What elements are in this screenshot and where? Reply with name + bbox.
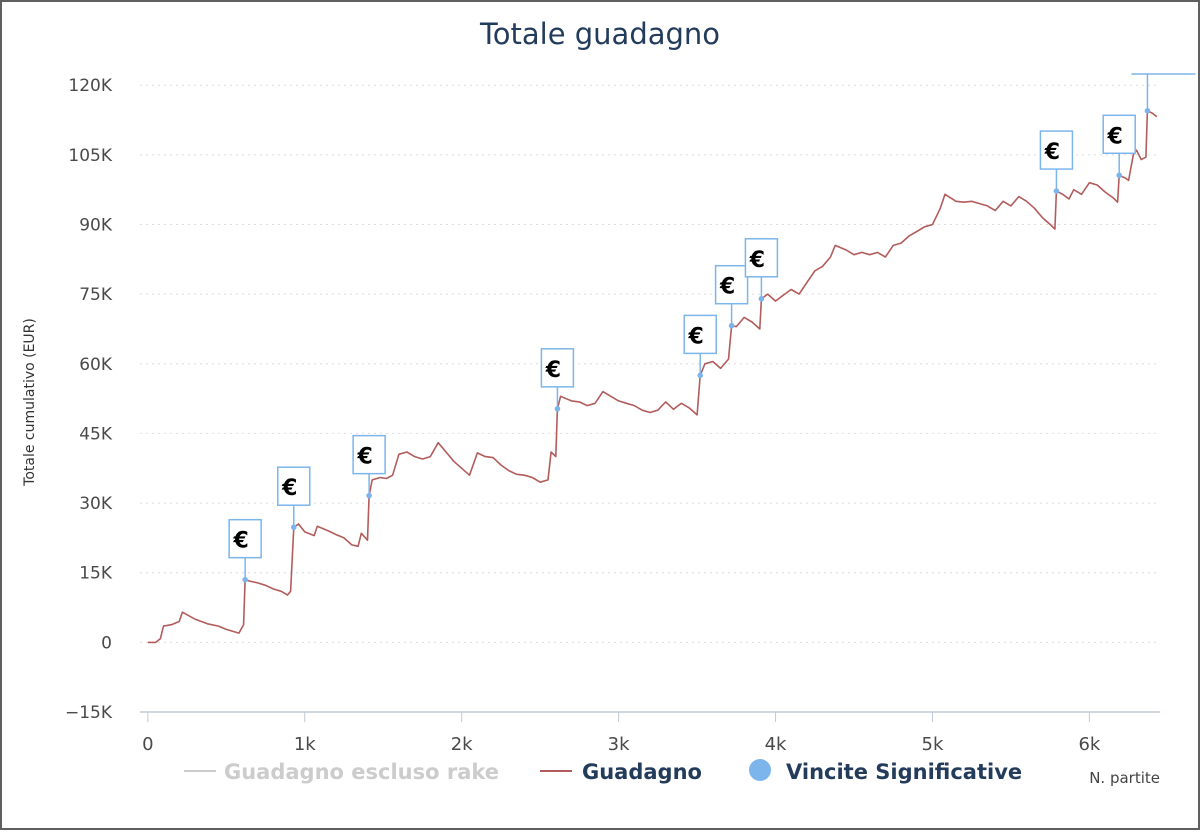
legend-item-guadagno[interactable]: Guadagno (540, 760, 702, 784)
y-tick-label: 120K (68, 76, 112, 96)
flag-box (228, 518, 262, 559)
y-tick-label: 45K (79, 424, 113, 444)
legend-item-guadagno-escluso-rake[interactable]: Guadagno escluso rake (184, 760, 499, 784)
y-axis: −15K 0 15K 30K 45K 60K 75K 90K 105K 120K (65, 76, 113, 723)
flag-vincita-1[interactable]: € (228, 518, 262, 583)
x-tick-label: 0 (142, 734, 153, 755)
flag-vincita-10[interactable] (1131, 73, 1196, 114)
x-tick-label: 4k (765, 734, 787, 755)
plot-area (147, 110, 1158, 644)
grid (140, 84, 1160, 643)
flag-label: € (719, 275, 735, 300)
flag-point (366, 492, 372, 499)
flag-point (1053, 188, 1060, 194)
flag-box (714, 264, 749, 305)
flag-vincita-8[interactable]: € (1039, 130, 1074, 194)
flag-vincita-2[interactable]: € (277, 466, 311, 531)
flag-label: € (1044, 140, 1060, 165)
x-tick-label: 6k (1078, 734, 1100, 755)
flag-label: € (688, 324, 704, 349)
flags-layer: € € € € € € € € € (228, 73, 1196, 583)
chart-title: Totale guadagno (479, 17, 720, 51)
flag-vincita-6[interactable]: € (714, 264, 749, 329)
flag-label: € (545, 358, 561, 383)
flag-label: € (232, 529, 248, 554)
legend-label-vincite-significative: Vincite Significative (786, 760, 1022, 784)
x-tick-label: 3k (608, 734, 630, 755)
flag-label: € (281, 476, 297, 501)
x-axis-title: N. partite (1089, 769, 1160, 787)
flag-point (554, 406, 561, 412)
y-tick-label: −15K (65, 703, 113, 723)
series-line-guadagno (147, 110, 1158, 644)
flag-point (242, 576, 248, 583)
flag-vincita-9[interactable]: € (1102, 114, 1136, 179)
x-tick-label: 1k (294, 734, 316, 755)
legend-symbol-vincite-significative (749, 759, 771, 781)
y-tick-label: 90K (79, 216, 113, 236)
flag-point (290, 524, 297, 531)
legend-item-vincite-significative[interactable]: Vincite Significative (749, 759, 1022, 784)
flag-point (1116, 172, 1122, 179)
flag-box (277, 466, 311, 506)
x-tick-label: 5k (922, 734, 944, 755)
flag-vincita-3[interactable]: € (352, 434, 386, 499)
flag-label: € (356, 445, 372, 470)
flag-vincita-7[interactable]: € (744, 238, 779, 302)
flag-label: € (1107, 124, 1123, 149)
legend-label-guadagno: Guadagno (582, 760, 702, 784)
legend-label-guadagno-escluso-rake: Guadagno escluso rake (224, 760, 499, 784)
flag-point (728, 322, 735, 329)
flag-vincita-5[interactable]: € (683, 314, 717, 379)
flag-point (758, 295, 765, 302)
flag-box (1039, 130, 1074, 170)
y-tick-label: 30K (79, 494, 113, 514)
y-axis-title: Totale cumulativo (EUR) (22, 318, 38, 487)
flag-box (1102, 114, 1136, 155)
y-tick-label: 75K (79, 285, 113, 305)
flag-point (1144, 107, 1151, 114)
y-tick-label: 0 (101, 633, 112, 653)
flag-box (744, 238, 779, 278)
x-tick-label: 2k (451, 734, 473, 755)
y-tick-label: 60K (79, 355, 113, 375)
legend: Guadagno escluso rake Guadagno Vincite S… (184, 759, 1022, 784)
y-tick-label: 105K (68, 146, 112, 166)
flag-box (352, 434, 386, 475)
flag-box (683, 314, 717, 355)
flag-point (697, 372, 704, 379)
x-axis: 0 1k 2k 3k 4k 5k 6k (140, 711, 1160, 755)
flag-vincita-4[interactable]: € (540, 348, 575, 412)
flag-label: € (749, 248, 765, 273)
flag-box (540, 348, 575, 388)
y-tick-label: 15K (79, 564, 113, 584)
